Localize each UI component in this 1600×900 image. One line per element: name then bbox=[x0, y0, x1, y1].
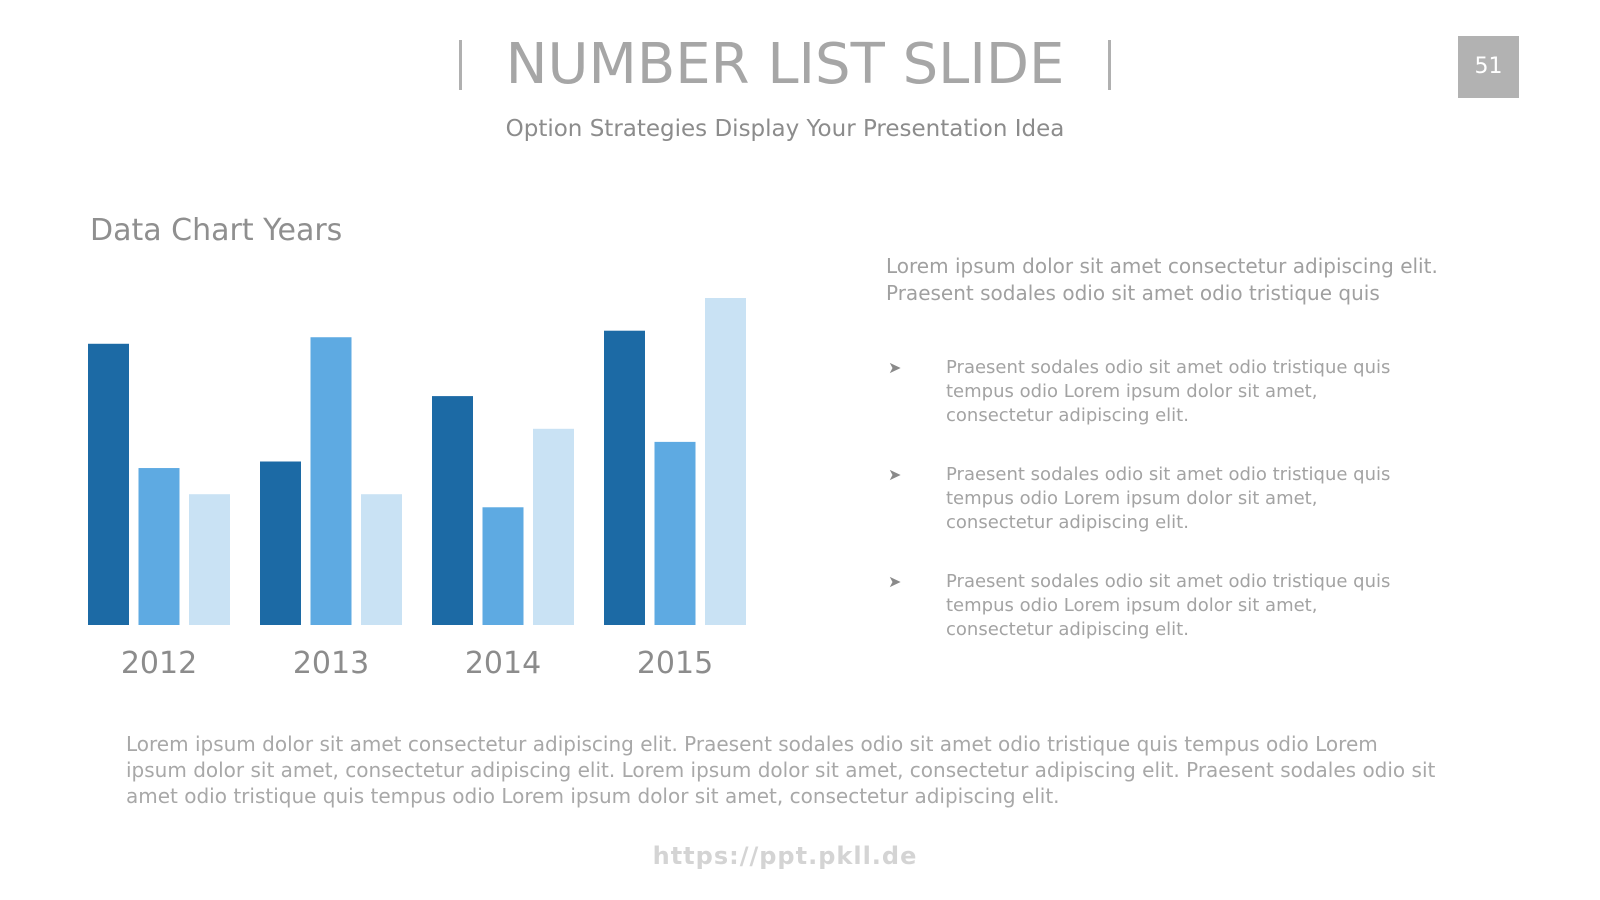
bullet-item: ➤ Praesent sodales odio sit amet odio tr… bbox=[886, 356, 1486, 463]
bar-2012-series-2 bbox=[138, 468, 180, 625]
x-tick-label: 2012 bbox=[121, 646, 197, 681]
title-divider-right bbox=[1108, 40, 1112, 90]
bar-2012-series-3 bbox=[189, 494, 230, 625]
bar-2014-series-1 bbox=[432, 396, 473, 625]
bar-2015-series-1 bbox=[604, 330, 645, 625]
bar-chart: 2012 2013 2014 2015 bbox=[88, 298, 746, 681]
chart-heading: Data Chart Years bbox=[90, 213, 343, 248]
x-tick-label: 2015 bbox=[637, 646, 713, 681]
intro-paragraph: Lorem ipsum dolor sit amet consectetur a… bbox=[886, 254, 1438, 305]
bar-2013-series-3 bbox=[361, 494, 402, 625]
x-tick-label: 2013 bbox=[293, 646, 369, 681]
arrowhead-icon: ➤ bbox=[888, 572, 902, 591]
bullet-item: ➤ Praesent sodales odio sit amet odio tr… bbox=[886, 463, 1486, 570]
footer-url: https://ppt.pkll.de bbox=[652, 842, 918, 870]
bar-2013-series-2 bbox=[310, 337, 352, 625]
bar-2014-series-2 bbox=[482, 507, 524, 625]
bullet-list: ➤ Praesent sodales odio sit amet odio tr… bbox=[886, 356, 1486, 677]
bar-2014-series-3 bbox=[533, 428, 574, 625]
slide-subtitle: Option Strategies Display Your Presentat… bbox=[505, 116, 1065, 142]
bar-2015-series-3 bbox=[705, 298, 746, 625]
bar-2012-series-1 bbox=[88, 343, 129, 625]
x-tick-label: 2014 bbox=[465, 646, 541, 681]
slide-number-badge: 51 bbox=[1458, 36, 1519, 98]
bar-2013-series-1 bbox=[260, 461, 301, 625]
arrowhead-icon: ➤ bbox=[888, 358, 902, 377]
bullet-text: Praesent sodales odio sit amet odio tris… bbox=[946, 464, 1391, 533]
bullet-item: ➤ Praesent sodales odio sit amet odio tr… bbox=[886, 570, 1486, 677]
arrowhead-icon: ➤ bbox=[888, 465, 902, 484]
title-divider-left bbox=[458, 40, 462, 90]
title-row: NUMBER LIST SLIDE bbox=[0, 30, 1570, 100]
bullet-text: Praesent sodales odio sit amet odio tris… bbox=[946, 571, 1391, 640]
footer-paragraph: Lorem ipsum dolor sit amet consectetur a… bbox=[126, 732, 1436, 808]
bar-2015-series-2 bbox=[654, 441, 696, 625]
bullet-text: Praesent sodales odio sit amet odio tris… bbox=[946, 357, 1391, 426]
slide-title: NUMBER LIST SLIDE bbox=[505, 32, 1065, 97]
